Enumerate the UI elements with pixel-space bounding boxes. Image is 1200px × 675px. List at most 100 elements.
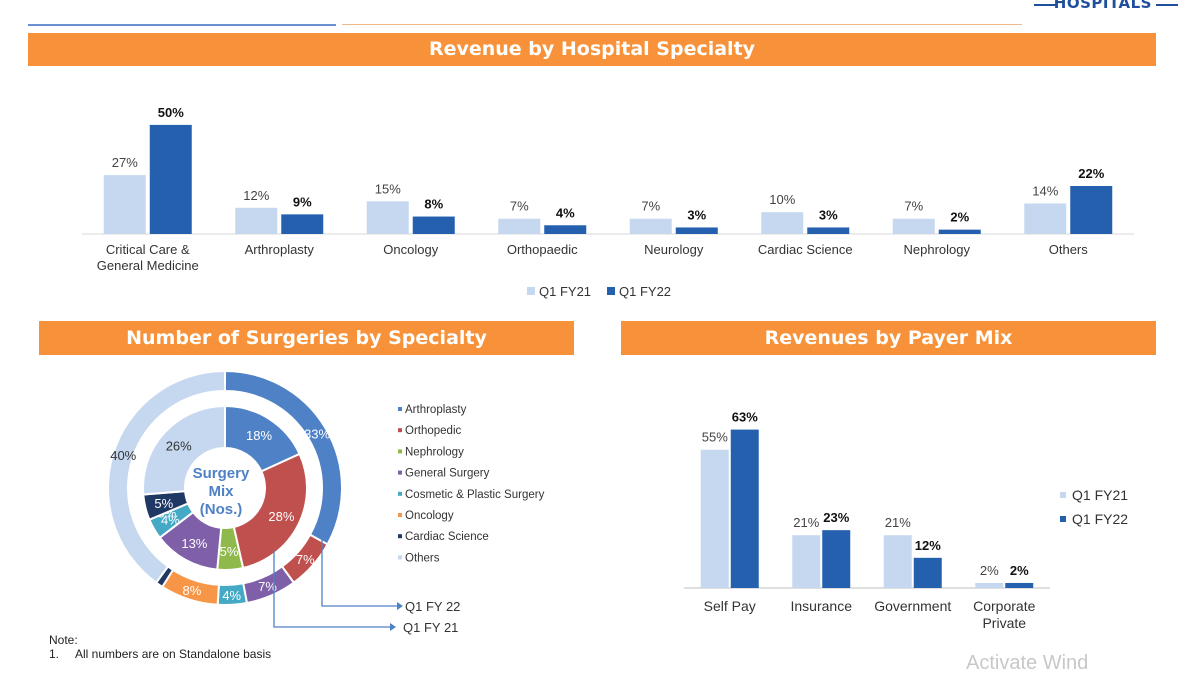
legend-label-general-surgery: General Surgery bbox=[405, 468, 490, 480]
note-title: Note: bbox=[49, 633, 78, 647]
category-label-3-0: Orthopaedic bbox=[507, 242, 578, 257]
center-label-0: Surgery bbox=[193, 465, 250, 482]
legend-label-nephrology: Nephrology bbox=[405, 446, 464, 458]
bar-q1-fy22-2 bbox=[412, 216, 455, 234]
data-label-q1-fy21-4: 7% bbox=[641, 199, 660, 214]
legend-label-orthopedic: Orthopedic bbox=[405, 425, 462, 437]
slice-inner-others bbox=[142, 404, 226, 496]
data-label-q1-fy21-2: 15% bbox=[375, 181, 401, 196]
legend-label-cardiac-science: Cardiac Science bbox=[405, 531, 489, 543]
note-text: All numbers are on Standalone basis bbox=[75, 647, 272, 661]
bar-q1-fy21-2 bbox=[883, 535, 912, 588]
data-label-q1-fy21-6: 7% bbox=[904, 199, 923, 214]
bar-q1-fy21-5 bbox=[761, 212, 804, 234]
data-label-q1-fy22-1: 23% bbox=[823, 510, 849, 525]
bar-q1-fy21-2 bbox=[366, 201, 409, 234]
legend-swatch-general-surgery bbox=[398, 470, 402, 475]
bar-q1-fy21-0 bbox=[103, 175, 146, 234]
legend-swatch-q1-fy21 bbox=[527, 287, 535, 295]
header-rule-right bbox=[342, 24, 1022, 25]
bar-q1-fy21-3 bbox=[498, 218, 541, 234]
legend-swatch-orthopedic bbox=[398, 428, 402, 433]
category-label-5-0: Cardiac Science bbox=[758, 242, 853, 257]
legend-label-others: Others bbox=[405, 552, 440, 564]
data-label-q1-fy22-3: 4% bbox=[556, 205, 575, 220]
slice-label-outer-orthopedic: 7% bbox=[296, 552, 315, 567]
data-label-q1-fy22-0: 50% bbox=[158, 105, 184, 120]
slice-label-inner-others: 26% bbox=[166, 438, 192, 453]
category-label-6-0: Nephrology bbox=[904, 242, 971, 257]
data-label-q1-fy22-3: 2% bbox=[1010, 563, 1029, 578]
data-label-q1-fy22-1: 9% bbox=[293, 194, 312, 209]
data-label-q1-fy22-2: 8% bbox=[424, 197, 443, 212]
category-label-0-0: Self Pay bbox=[704, 598, 756, 614]
callout-line-inner bbox=[273, 550, 390, 628]
legend-label-arthroplasty: Arthroplasty bbox=[405, 404, 467, 416]
slice-label-outer-general-surgery: 7% bbox=[258, 579, 277, 594]
callout-arrow-outer bbox=[397, 602, 403, 610]
slice-label-outer-others: 40% bbox=[110, 448, 136, 463]
banner-revenue-specialty: Revenue by Hospital Specialty bbox=[28, 33, 1156, 66]
data-label-q1-fy22-6: 2% bbox=[950, 210, 969, 225]
slice-label-outer-cosmetic-plastic-surgery: 4% bbox=[222, 588, 241, 603]
legend-swatch-cardiac-science bbox=[398, 534, 402, 539]
bar-q1-fy21-3 bbox=[975, 582, 1004, 588]
slice-outer-others bbox=[107, 369, 226, 585]
callout-label-outer: Q1 FY 22 bbox=[405, 599, 460, 614]
slice-label-inner-general-surgery: 13% bbox=[181, 536, 207, 551]
legend-swatch-others bbox=[398, 555, 402, 560]
data-label-q1-fy22-5: 3% bbox=[819, 207, 838, 222]
slice-label-inner-nephrology: 5% bbox=[220, 544, 239, 559]
category-label-2-0: Oncology bbox=[383, 242, 438, 257]
data-label-q1-fy22-0: 63% bbox=[732, 410, 758, 425]
data-label-q1-fy21-1: 12% bbox=[243, 188, 269, 203]
bar-q1-fy22-1 bbox=[822, 530, 851, 588]
legend-label-cosmetic-plastic-surgery: Cosmetic & Plastic Surgery bbox=[405, 489, 545, 501]
data-label-q1-fy22-7: 22% bbox=[1078, 166, 1104, 181]
surgeries-donut-chart: 33%7%7%4%8%40%18%28%5%13%4%0%5%26%Surger… bbox=[107, 369, 545, 635]
banner-surgeries: Number of Surgeries by Specialty bbox=[39, 321, 574, 355]
revenue-specialty-chart: 27% 50% Critical Care &General Medicine 12%… bbox=[82, 105, 1134, 299]
slice-label-outer-arthroplasty: 33% bbox=[304, 427, 330, 442]
category-label-4-0: Neurology bbox=[644, 242, 704, 257]
legend-swatch-nephrology bbox=[398, 449, 402, 454]
payer-mix-chart: 55% 63% Self Pay 21% 23% Insurance 21% 12% Gover… bbox=[684, 410, 1128, 631]
brand-logo-text: HOSPITALS bbox=[1053, 0, 1152, 12]
watermark-text: Activate Wind bbox=[966, 652, 1089, 674]
data-label-q1-fy21-1: 21% bbox=[793, 515, 819, 530]
banner-payer-mix: Revenues by Payer Mix bbox=[621, 321, 1156, 355]
data-label-q1-fy21-3: 2% bbox=[980, 563, 999, 578]
category-label-3-0: Corporate bbox=[973, 598, 1035, 614]
data-label-q1-fy21-3: 7% bbox=[510, 199, 529, 214]
legend-swatch-q1-fy22 bbox=[607, 287, 615, 295]
bar-q1-fy22-4 bbox=[675, 227, 718, 234]
category-label-1-0: Arthroplasty bbox=[245, 242, 315, 257]
slice-label-outer-oncology: 8% bbox=[183, 583, 202, 598]
header-rule-left bbox=[28, 24, 336, 26]
slice-label-inner-cosmetic-plastic-surgery: 4% bbox=[161, 513, 180, 528]
legend-label-oncology: Oncology bbox=[405, 510, 454, 522]
bar-q1-fy22-6 bbox=[938, 229, 981, 234]
bar-q1-fy21-4 bbox=[629, 218, 672, 234]
data-label-q1-fy21-2: 21% bbox=[885, 515, 911, 530]
legend-swatch-cosmetic-plastic-surgery bbox=[398, 491, 402, 496]
legend-swatch-arthroplasty bbox=[398, 407, 402, 411]
legend-label-q1-fy22: Q1 FY22 bbox=[1072, 511, 1128, 527]
data-label-q1-fy21-7: 14% bbox=[1032, 183, 1058, 198]
bar-q1-fy21-7 bbox=[1024, 203, 1067, 234]
category-label-2-0: Government bbox=[874, 598, 951, 614]
category-label-1-0: Insurance bbox=[791, 598, 853, 614]
callout-label-inner: Q1 FY 21 bbox=[403, 620, 458, 635]
slice-label-inner-arthroplasty: 18% bbox=[246, 428, 272, 443]
bar-q1-fy21-1 bbox=[792, 535, 821, 588]
bar-q1-fy22-0 bbox=[730, 429, 759, 588]
category-label-0-1: General Medicine bbox=[97, 258, 199, 273]
category-label-7-0: Others bbox=[1049, 242, 1089, 257]
brand-rule-left bbox=[1034, 4, 1056, 6]
bar-q1-fy21-6 bbox=[892, 218, 935, 234]
data-label-q1-fy22-2: 12% bbox=[915, 538, 941, 553]
legend-swatch-q1-fy22 bbox=[1060, 516, 1066, 522]
bar-q1-fy22-5 bbox=[807, 227, 850, 234]
category-label-0-0: Critical Care & bbox=[106, 242, 190, 257]
center-label-2: (Nos.) bbox=[200, 501, 243, 518]
